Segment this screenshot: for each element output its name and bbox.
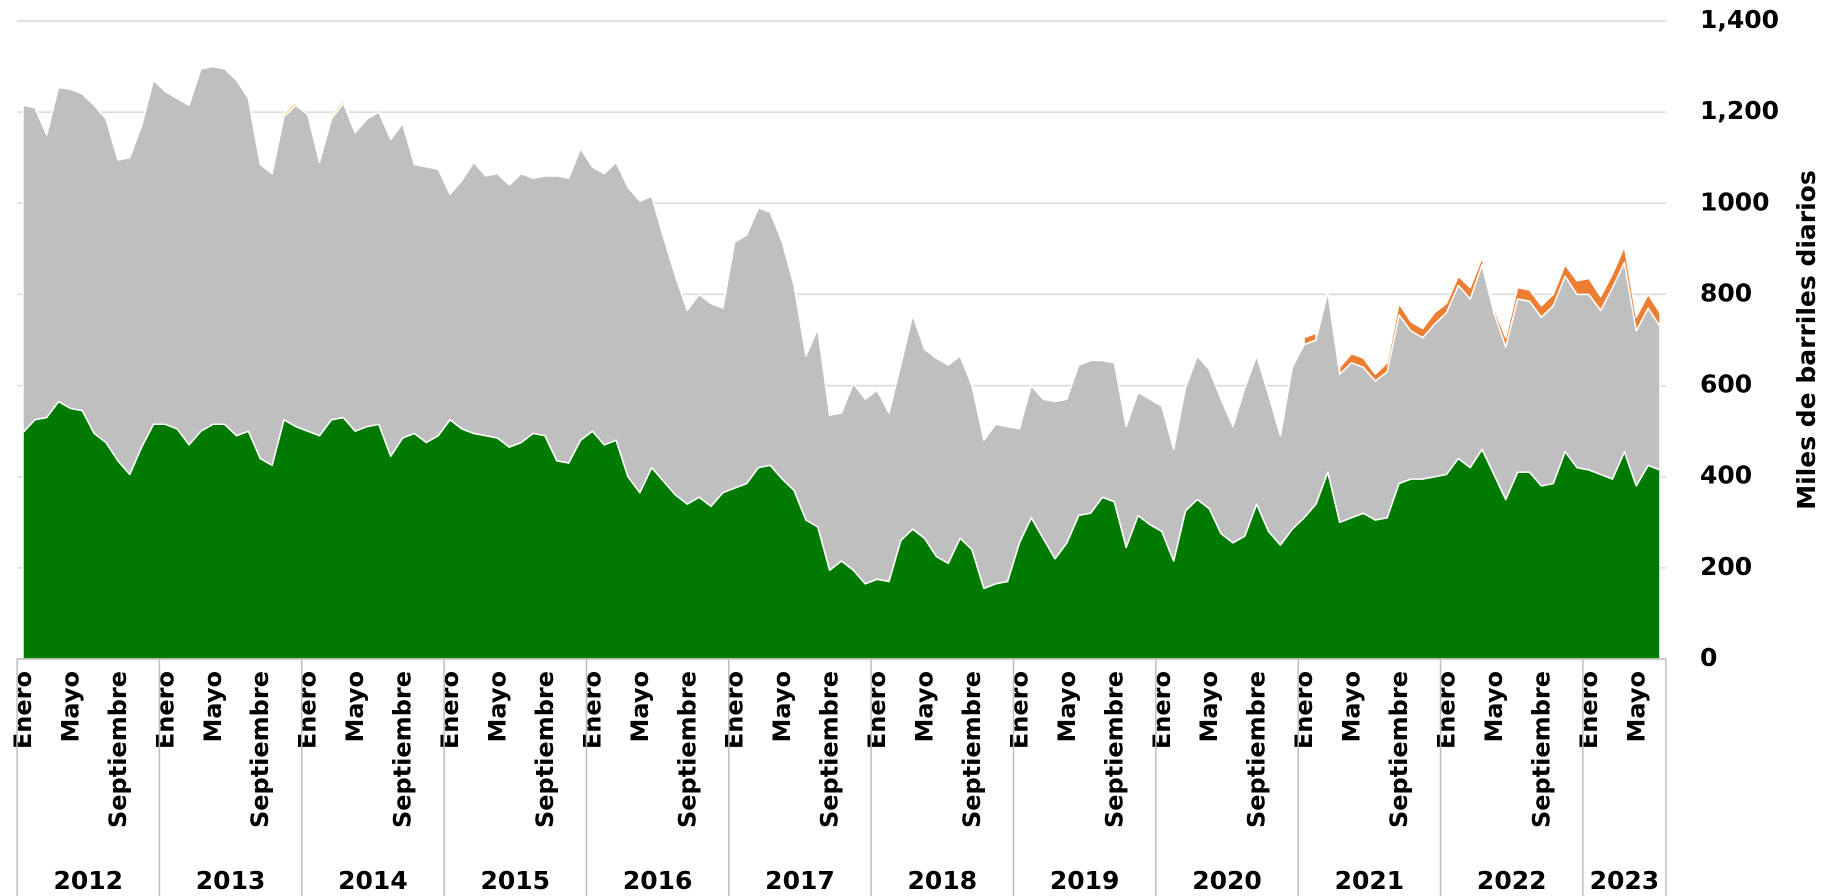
year-label: 2021 [1335, 866, 1405, 895]
x-tick-label: Mayo [626, 671, 654, 742]
x-tick-label: Enero [1575, 671, 1603, 749]
y-axis-title: Miles de barriles diarios [1792, 170, 1821, 510]
year-label: 2020 [1192, 866, 1262, 895]
x-tick-label: Mayo [1053, 671, 1081, 742]
x-tick-label: Enero [436, 671, 464, 749]
area [330, 98, 356, 134]
x-tick-label: Septiembre [673, 671, 701, 828]
x-tick-label: Enero [1290, 671, 1318, 749]
x-tick-label: Septiembre [104, 671, 132, 828]
y-tick-label: 400 [1700, 461, 1752, 490]
area [1303, 332, 1317, 346]
year-label: 2023 [1590, 866, 1660, 895]
x-tick-label: Septiembre [1243, 671, 1271, 828]
x-tick-label: Mayo [341, 671, 369, 742]
x-tick-label: Enero [1432, 671, 1460, 749]
x-tick-label: Septiembre [531, 671, 559, 828]
year-label: 2015 [480, 866, 550, 895]
x-tick-label: Septiembre [816, 671, 844, 828]
x-tick-label: Enero [578, 671, 606, 749]
x-tick-label: Mayo [768, 671, 796, 742]
year-label: 2014 [338, 866, 408, 895]
x-tick-label: Mayo [1338, 671, 1366, 742]
y-tick-label: 1,400 [1700, 5, 1779, 34]
x-tick-label: Enero [151, 671, 179, 749]
y-tick-label: 600 [1700, 370, 1752, 399]
x-tick-label: Mayo [56, 671, 84, 742]
x-tick-label: Enero [1148, 671, 1176, 749]
x-tick-label: Mayo [1480, 671, 1508, 742]
x-tick-label: Enero [1005, 671, 1033, 749]
year-label: 2013 [196, 866, 266, 895]
y-tick-label: 0 [1700, 643, 1717, 672]
y-tick-label: 800 [1700, 278, 1752, 307]
year-label: 2016 [623, 866, 693, 895]
area [22, 65, 1661, 590]
x-tick-label: Enero [9, 671, 37, 749]
x-tick-label: Mayo [911, 671, 939, 742]
year-label: 2022 [1477, 866, 1547, 895]
x-tick-label: Septiembre [246, 671, 274, 828]
year-label: 2012 [53, 866, 123, 895]
year-label: 2017 [765, 866, 835, 895]
x-tick-label: Septiembre [958, 671, 986, 828]
y-tick-label: 1000 [1700, 187, 1770, 216]
x-tick-label: Septiembre [1527, 671, 1555, 828]
x-tick-label: Mayo [199, 671, 227, 742]
x-tick-label: Septiembre [1385, 671, 1413, 828]
area [283, 100, 297, 118]
x-tick-label: Mayo [1195, 671, 1223, 742]
x-tick-label: Septiembre [389, 671, 417, 828]
y-tick-label: 200 [1700, 552, 1752, 581]
x-tick-label: Mayo [483, 671, 511, 742]
x-tick-label: Mayo [1622, 671, 1650, 742]
year-label: 2018 [908, 866, 978, 895]
x-tick-label: Enero [863, 671, 891, 749]
x-tick-label: Septiembre [1100, 671, 1128, 828]
year-label: 2019 [1050, 866, 1120, 895]
area [1338, 245, 1661, 382]
x-tick-label: Enero [721, 671, 749, 749]
x-tick-label: Enero [294, 671, 322, 749]
y-tick-label: 1,200 [1700, 96, 1779, 125]
